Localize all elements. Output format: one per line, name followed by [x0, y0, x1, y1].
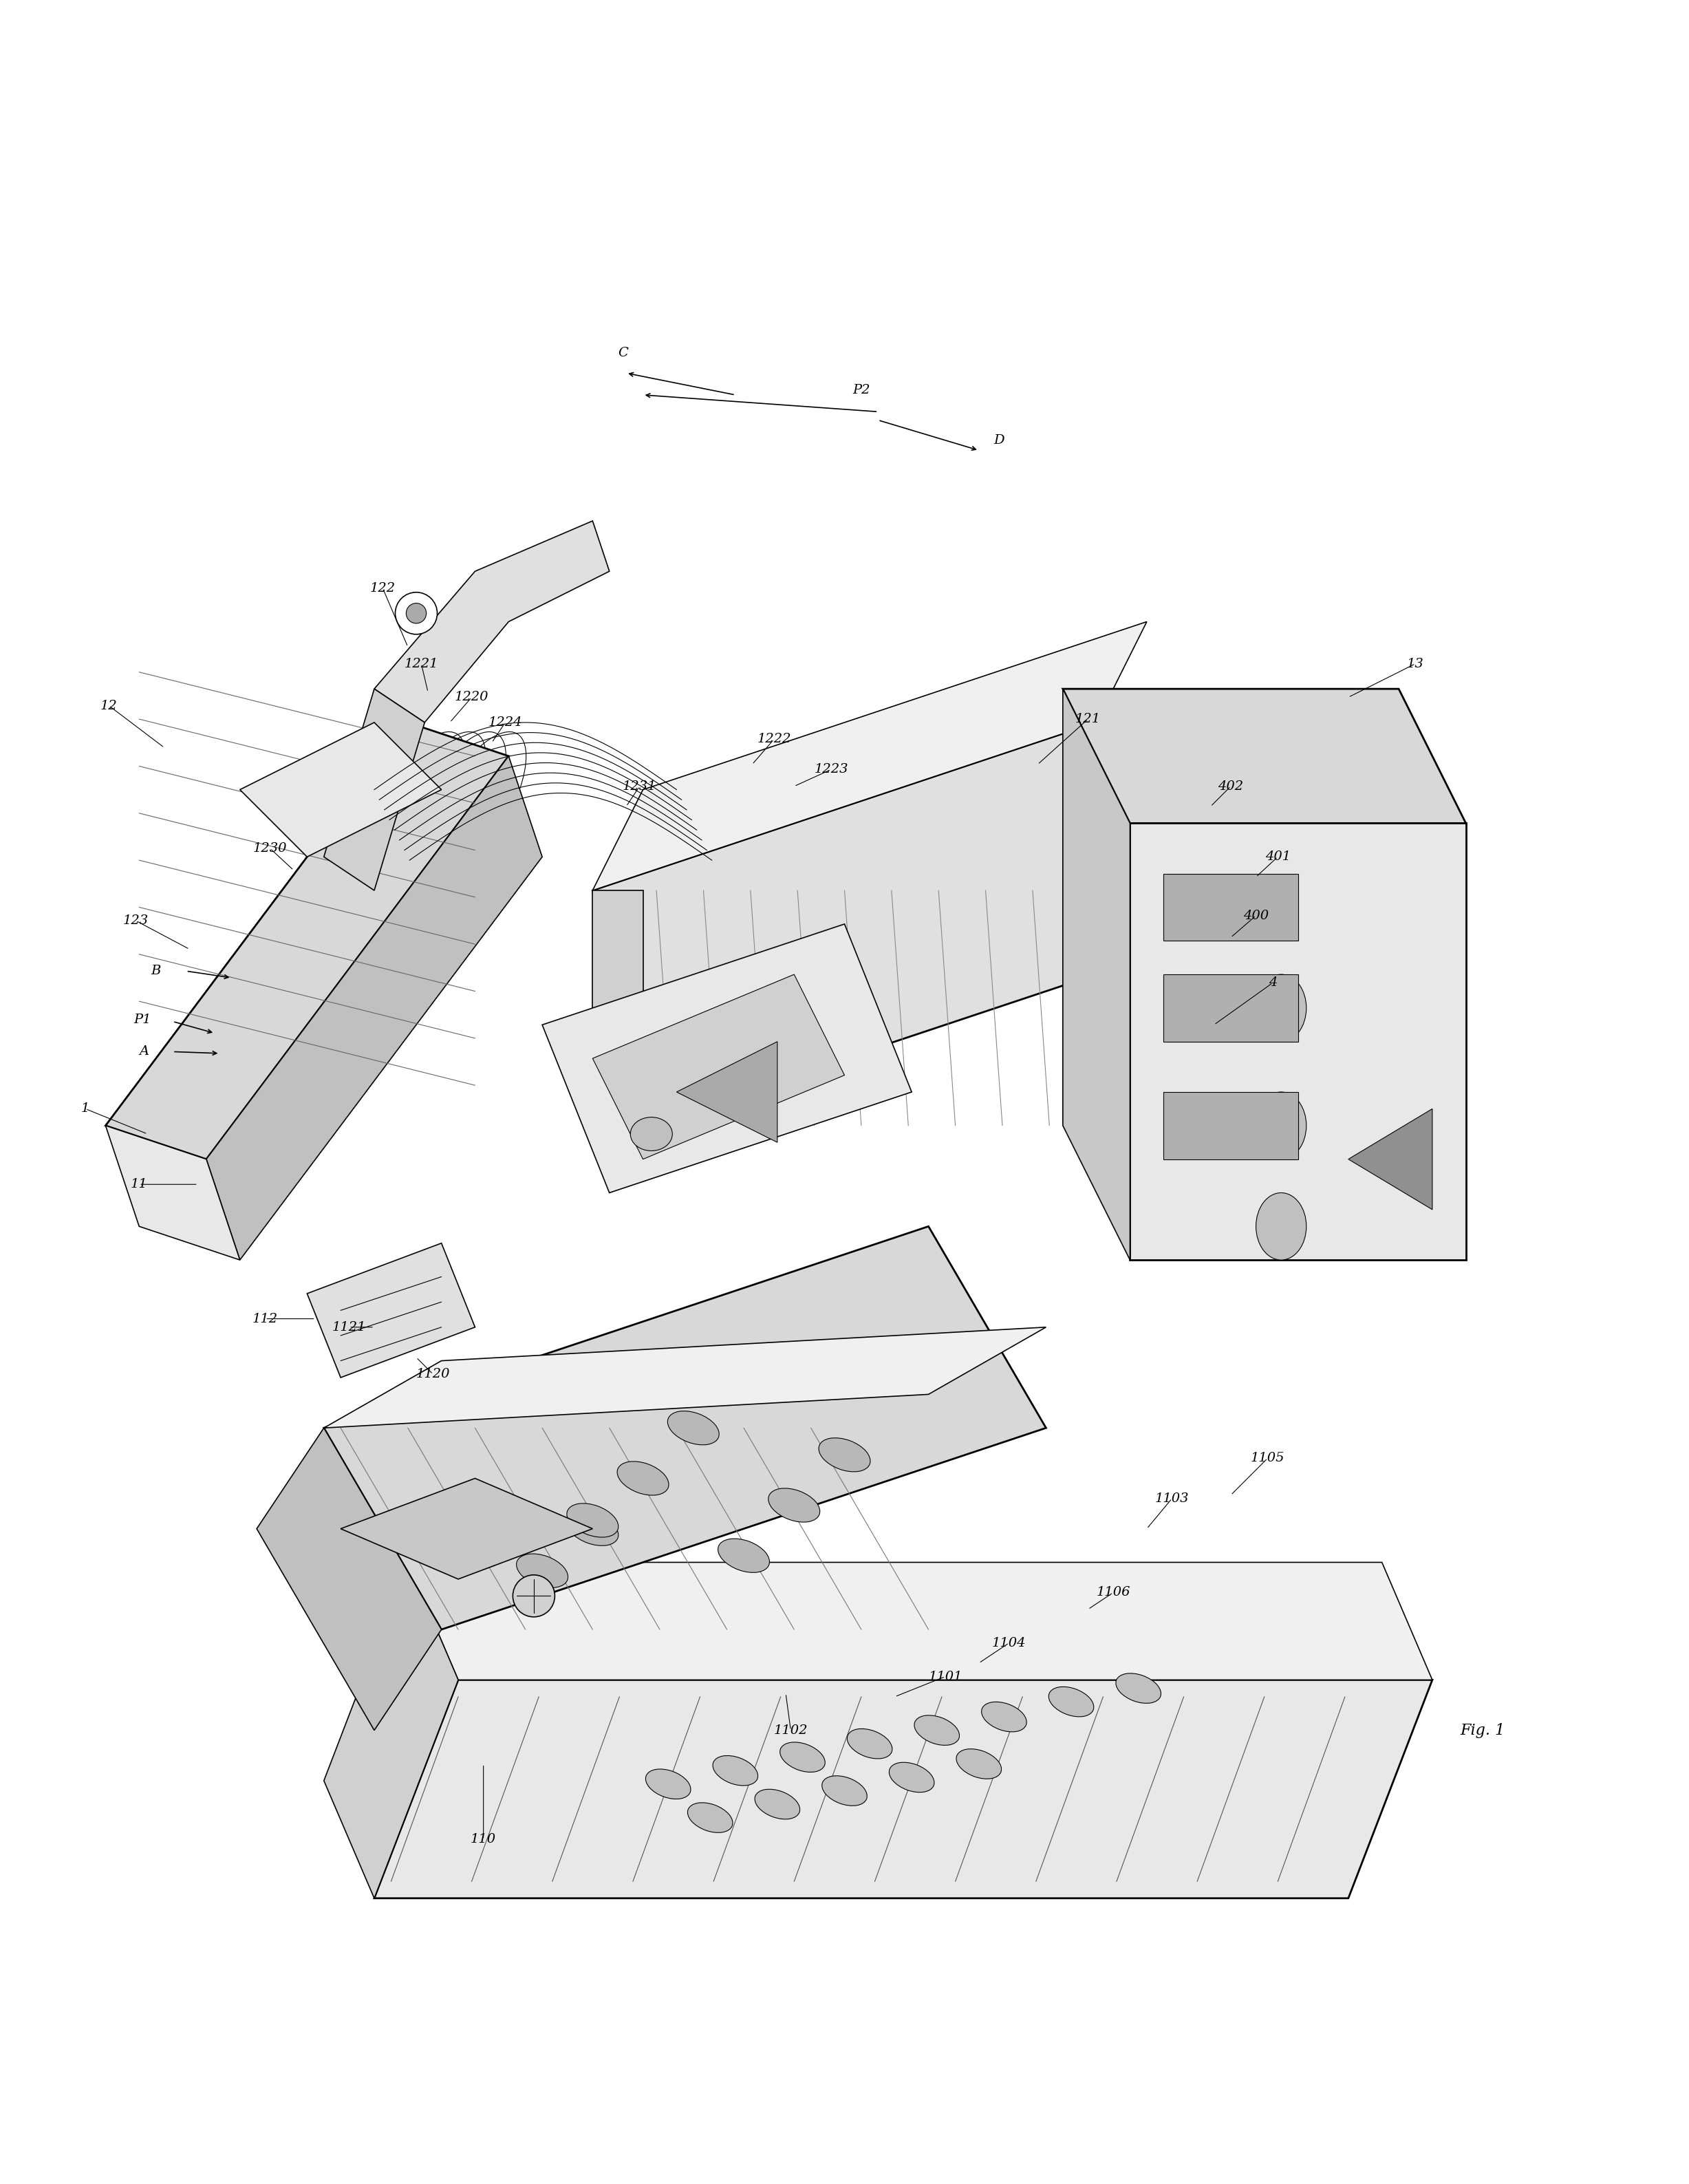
Ellipse shape: [914, 1714, 959, 1745]
Text: 1103: 1103: [1155, 1492, 1189, 1505]
Ellipse shape: [848, 1730, 892, 1758]
Ellipse shape: [956, 1749, 1002, 1778]
Text: 121: 121: [1076, 712, 1101, 725]
Text: 1120: 1120: [415, 1367, 449, 1380]
Text: Fig. 1: Fig. 1: [1461, 1723, 1505, 1738]
Polygon shape: [206, 756, 542, 1260]
Text: 1104: 1104: [991, 1636, 1027, 1649]
Text: 11: 11: [130, 1177, 147, 1190]
Polygon shape: [1130, 823, 1466, 1260]
Text: 1: 1: [81, 1103, 90, 1116]
Polygon shape: [324, 688, 424, 891]
Polygon shape: [324, 1562, 458, 1898]
Polygon shape: [1062, 688, 1466, 823]
Ellipse shape: [405, 603, 426, 622]
Ellipse shape: [780, 1743, 826, 1771]
Polygon shape: [407, 1562, 1432, 1679]
Text: 1121: 1121: [333, 1321, 367, 1334]
Bar: [1164, 974, 1297, 1042]
Polygon shape: [105, 1125, 240, 1260]
Ellipse shape: [568, 1503, 618, 1538]
Polygon shape: [324, 1227, 1045, 1629]
Text: 1106: 1106: [1096, 1586, 1130, 1599]
Ellipse shape: [1257, 1092, 1306, 1160]
Text: P1: P1: [133, 1013, 152, 1026]
Polygon shape: [593, 723, 1147, 1125]
Text: 1220: 1220: [454, 690, 488, 703]
Text: 1102: 1102: [774, 1723, 807, 1736]
Ellipse shape: [395, 592, 437, 633]
Ellipse shape: [718, 1540, 770, 1572]
Polygon shape: [593, 622, 1147, 891]
Ellipse shape: [616, 1461, 669, 1496]
Text: 1221: 1221: [404, 657, 439, 670]
Polygon shape: [1348, 1109, 1432, 1210]
Ellipse shape: [517, 1553, 568, 1588]
Polygon shape: [324, 1328, 1045, 1428]
Ellipse shape: [568, 1511, 618, 1546]
Polygon shape: [105, 723, 508, 1160]
Text: 1101: 1101: [929, 1671, 963, 1682]
Ellipse shape: [1257, 974, 1306, 1042]
Text: 1224: 1224: [488, 716, 522, 729]
Ellipse shape: [1049, 1686, 1094, 1717]
Bar: [1164, 874, 1297, 941]
Text: B: B: [150, 965, 160, 976]
Text: 1105: 1105: [1250, 1452, 1285, 1463]
Text: 400: 400: [1243, 909, 1268, 922]
Polygon shape: [593, 974, 844, 1160]
Text: 402: 402: [1218, 780, 1243, 793]
Ellipse shape: [768, 1487, 819, 1522]
Polygon shape: [307, 1243, 475, 1378]
Polygon shape: [240, 723, 441, 856]
Polygon shape: [341, 1479, 593, 1579]
Text: A: A: [138, 1046, 149, 1057]
Polygon shape: [1062, 688, 1130, 1260]
Text: 13: 13: [1407, 657, 1424, 670]
Polygon shape: [375, 1679, 1432, 1898]
Text: 1222: 1222: [757, 734, 790, 745]
Ellipse shape: [819, 1437, 870, 1472]
Text: P2: P2: [853, 384, 870, 395]
Text: 122: 122: [370, 581, 395, 594]
Polygon shape: [677, 1042, 777, 1142]
Ellipse shape: [888, 1762, 934, 1793]
Text: 1230: 1230: [253, 843, 287, 854]
Ellipse shape: [513, 1575, 554, 1616]
Ellipse shape: [687, 1802, 733, 1832]
Ellipse shape: [630, 1118, 672, 1151]
Text: 401: 401: [1265, 850, 1290, 863]
Ellipse shape: [713, 1756, 758, 1787]
Text: 4: 4: [1268, 976, 1277, 989]
Text: 123: 123: [123, 915, 149, 926]
Text: 110: 110: [471, 1832, 497, 1845]
Polygon shape: [593, 891, 644, 1125]
Bar: [1164, 1092, 1297, 1160]
Ellipse shape: [667, 1411, 720, 1446]
Polygon shape: [542, 924, 912, 1192]
Ellipse shape: [645, 1769, 691, 1800]
Text: 12: 12: [100, 699, 118, 712]
Polygon shape: [375, 522, 610, 723]
Polygon shape: [257, 1428, 441, 1730]
Text: 1231: 1231: [623, 780, 657, 793]
Text: C: C: [618, 347, 628, 358]
Text: 1223: 1223: [814, 762, 848, 775]
Text: 112: 112: [252, 1313, 279, 1326]
Ellipse shape: [981, 1701, 1027, 1732]
Text: D: D: [993, 435, 1005, 446]
Ellipse shape: [755, 1789, 801, 1819]
Ellipse shape: [823, 1776, 866, 1806]
Ellipse shape: [1116, 1673, 1160, 1704]
Ellipse shape: [1257, 1192, 1306, 1260]
